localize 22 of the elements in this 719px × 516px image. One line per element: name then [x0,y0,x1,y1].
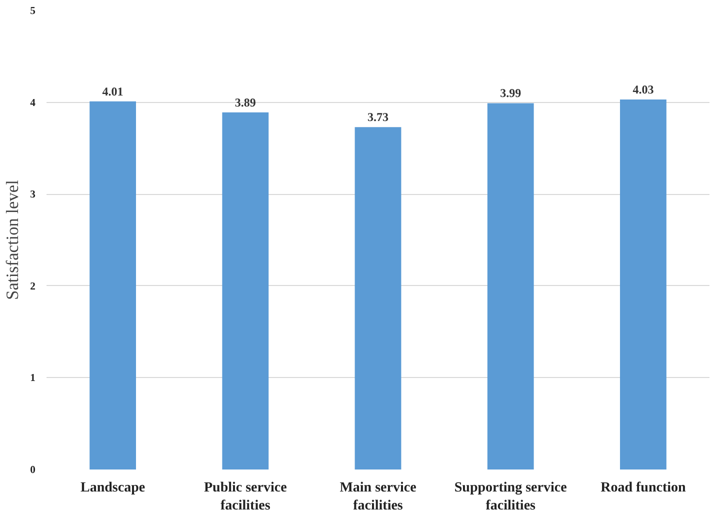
y-tick-label: 2 [30,281,36,292]
x-tick-label: Supporting service facilities [454,480,567,514]
x-tick-label: Landscape [80,480,146,496]
y-tick-label: 4 [30,98,36,109]
bar [487,103,534,470]
data-label: 4.01 [102,84,124,98]
x-tick-label: Road function [600,480,686,496]
data-label: 3.99 [500,86,522,100]
data-label: 3.73 [368,110,388,124]
y-axis-title: Satisfaction level [3,180,22,300]
y-tick-label: 0 [30,465,36,476]
bar [620,100,666,470]
data-label: 4.03 [632,82,654,97]
data-label: 3.89 [234,95,256,110]
bar [354,127,402,470]
y-tick-label: 5 [30,6,36,17]
bar [90,101,136,470]
y-tick-label: 3 [30,190,36,201]
bar [222,112,269,470]
x-tick-label: Main service facilities [340,480,416,514]
x-tick-label: Public service facilities [204,480,287,514]
y-tick-label: 1 [30,373,36,384]
